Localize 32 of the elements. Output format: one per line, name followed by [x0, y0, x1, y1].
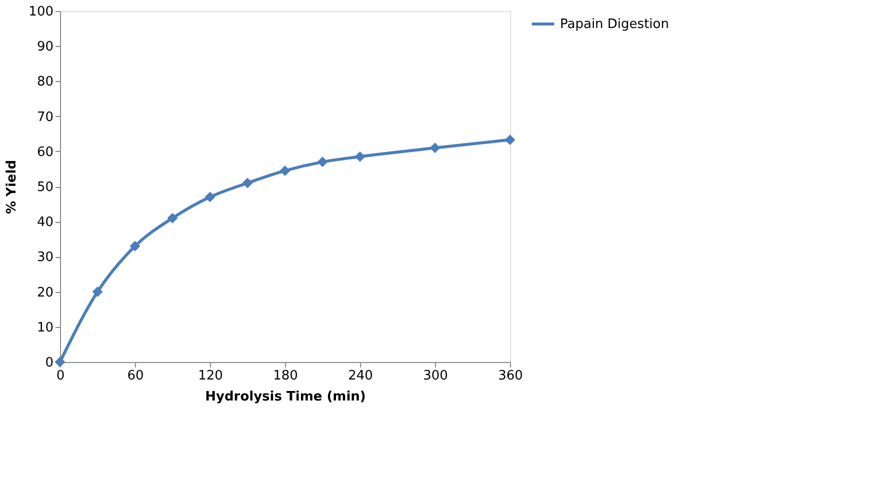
point: [280, 165, 290, 176]
point: [430, 142, 440, 154]
point: [167, 212, 178, 224]
point: [204, 192, 216, 202]
y-tick-label: 100: [28, 4, 54, 20]
y-tick-label: 10: [36, 320, 54, 336]
point: [54, 356, 66, 368]
point: [317, 156, 328, 168]
x-tick-label: 0: [56, 368, 65, 384]
point: [504, 134, 516, 146]
y-tick-label: 90: [36, 40, 54, 55]
x-tick-label: 240: [348, 368, 373, 384]
point: [92, 286, 103, 298]
y-tick-label: 60: [36, 144, 54, 160]
x-tick-label: 360: [498, 368, 523, 384]
x-axis-title: Hydrolysis Time (min): [205, 390, 366, 404]
x-tick-label: 180: [273, 368, 298, 384]
x-tick-label: 300: [423, 368, 448, 384]
x-tick-label: 120: [198, 368, 223, 384]
x-tick-label: 60: [127, 368, 144, 384]
y-tick-label: 0: [45, 356, 54, 370]
point: [242, 178, 253, 188]
y-tick-label: 40: [36, 215, 54, 230]
point: [354, 151, 366, 162]
legend-label: Papain Digestion: [560, 17, 669, 32]
y-tick-label: 20: [36, 285, 54, 300]
y-tick-label: 80: [36, 74, 54, 90]
point: [130, 240, 140, 252]
y-tick-label: 30: [36, 250, 54, 266]
y-tick-label: 70: [36, 110, 54, 125]
y-axis-title: % Yield: [4, 160, 20, 214]
y-tick-label: 50: [36, 180, 54, 195]
